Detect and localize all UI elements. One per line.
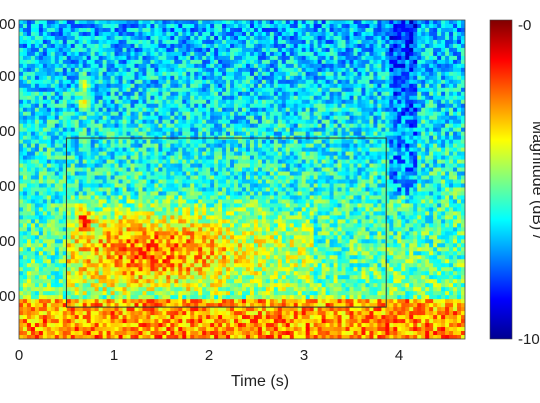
y-tick-label: 00 xyxy=(0,233,16,250)
y-tick-label: 00 xyxy=(0,16,16,33)
y-tick-label: 00 xyxy=(0,288,16,305)
colorbar-max-label: -0 xyxy=(518,17,531,34)
y-tick-label: 00 xyxy=(0,123,16,140)
colorbar-label: Magnitude (dB) / xyxy=(529,121,540,240)
x-tick-label: 3 xyxy=(300,347,308,364)
colorbar-gradient xyxy=(489,19,513,340)
plot-frame xyxy=(18,19,466,340)
y-axis: 00 00 00 00 00 00 xyxy=(0,16,16,305)
colorbar: -0 -10 Magnitude (dB) / xyxy=(489,17,540,348)
x-tick-label: 2 xyxy=(205,347,213,364)
x-tick-label: 1 xyxy=(110,347,118,364)
colorbar-min-label: -10 xyxy=(518,331,540,348)
x-tick-label: 0 xyxy=(15,347,23,364)
heatmap-area xyxy=(19,20,465,339)
x-tick-label: 4 xyxy=(395,347,403,364)
x-axis: 0 1 2 3 4 Time (s) xyxy=(15,347,403,390)
y-tick-label: 00 xyxy=(0,178,16,195)
x-axis-label: Time (s) xyxy=(231,373,289,390)
y-tick-label: 00 xyxy=(0,68,16,85)
highlight-box xyxy=(65,137,387,308)
